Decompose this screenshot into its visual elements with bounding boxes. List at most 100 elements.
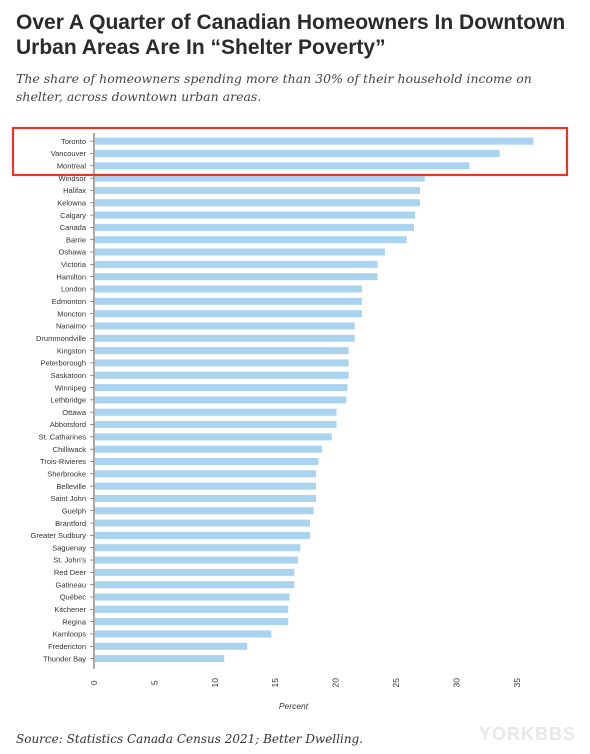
bar-chart: Toronto Vancouver Montreal Windsor Halifax Ke… xyxy=(11,126,569,711)
category-label: Greater Sudbury xyxy=(31,531,87,540)
bar xyxy=(95,655,225,663)
bar xyxy=(95,371,349,379)
category-label: Barrie xyxy=(66,235,86,244)
bar xyxy=(95,260,378,268)
bar xyxy=(95,605,289,613)
bar xyxy=(95,297,362,305)
category-label: Abbotsford xyxy=(50,420,86,429)
chart-title: Over A Quarter of Canadian Homeowners In… xyxy=(16,11,566,59)
category-label: Saguenay xyxy=(52,543,86,552)
category-label: Winnipeg xyxy=(55,383,86,392)
category-label: Vancouver xyxy=(51,149,87,158)
category-label: Brantford xyxy=(55,519,86,528)
bar xyxy=(95,334,355,342)
bar xyxy=(95,433,332,441)
bar xyxy=(95,482,317,490)
bar xyxy=(95,556,298,564)
category-label: Kingston xyxy=(57,346,86,355)
bar xyxy=(95,421,337,429)
bar xyxy=(95,310,362,318)
bar xyxy=(95,347,349,355)
x-tick-label: 0 xyxy=(89,680,99,685)
x-tick-label: 25 xyxy=(391,678,401,688)
category-label: Windsor xyxy=(58,174,86,183)
category-label: Red Deer xyxy=(54,568,87,577)
category-label: Belleville xyxy=(56,482,86,491)
category-label: Drummondville xyxy=(36,334,86,343)
bar xyxy=(95,507,314,515)
bar xyxy=(95,273,378,281)
watermark: YORKBBS xyxy=(478,724,576,744)
bar xyxy=(95,457,319,465)
category-label: Regina xyxy=(62,617,87,626)
category-label: Saint John xyxy=(51,494,86,503)
x-axis-title: Percent xyxy=(279,701,309,711)
bar xyxy=(95,519,311,527)
bar xyxy=(95,248,385,256)
bar xyxy=(95,162,470,170)
category-label: Kelowna xyxy=(57,198,87,207)
x-tick-label: 10 xyxy=(210,678,220,688)
bar xyxy=(95,642,248,650)
bar xyxy=(95,211,416,219)
category-label: Canada xyxy=(60,223,87,232)
category-label: Calgary xyxy=(60,211,86,220)
category-label: Peterborough xyxy=(41,359,86,368)
bar xyxy=(95,174,425,182)
bar xyxy=(95,223,414,231)
category-label: Oshawa xyxy=(58,248,86,257)
bar xyxy=(95,445,323,453)
bar xyxy=(95,618,289,626)
category-label: Hamilton xyxy=(56,272,86,281)
bar xyxy=(95,149,500,157)
bar xyxy=(95,396,347,404)
category-label: Toronto xyxy=(61,137,86,146)
bar xyxy=(95,322,355,330)
bar xyxy=(95,581,295,589)
bar xyxy=(95,593,290,601)
highlight-box xyxy=(11,126,569,177)
category-label: Thunder Bay xyxy=(43,654,86,663)
bar xyxy=(95,630,272,638)
source-note: Source: Statistics Canada Census 2021; B… xyxy=(16,732,364,746)
chart-subtitle: The share of homeowners spending more th… xyxy=(16,71,532,104)
category-label: Sherbrooke xyxy=(47,470,86,479)
category-label: Trois-Rivieres xyxy=(40,457,86,466)
category-label: St. John's xyxy=(53,556,86,565)
bar xyxy=(95,137,534,145)
bar xyxy=(95,199,420,207)
category-label: Saskatoon xyxy=(51,371,86,380)
category-label: St. Catharines xyxy=(38,433,86,442)
category-label: Chilliwack xyxy=(53,445,87,454)
category-label: Lethbridge xyxy=(51,396,86,405)
category-label: Ottawa xyxy=(62,408,87,417)
category-label: Moncton xyxy=(57,309,86,318)
bar xyxy=(95,544,301,552)
bar xyxy=(95,359,349,367)
category-label: London xyxy=(61,285,86,294)
bar xyxy=(95,531,311,539)
bar xyxy=(95,494,317,502)
category-label: Victoria xyxy=(61,260,87,269)
bar xyxy=(95,186,420,194)
category-label: Fredericton xyxy=(48,642,86,651)
category-label: Guelph xyxy=(62,506,86,515)
bar xyxy=(95,568,295,576)
x-tick-label: 35 xyxy=(512,678,522,688)
bar xyxy=(95,470,317,478)
bar xyxy=(95,408,337,416)
x-tick-label: 20 xyxy=(331,678,341,688)
category-label: Halifax xyxy=(63,186,86,195)
x-tick-label: 5 xyxy=(149,680,159,685)
category-label: Edmonton xyxy=(52,297,86,306)
bar xyxy=(95,384,348,392)
category-label: Kamloops xyxy=(53,630,87,639)
category-label: Nanaimo xyxy=(56,322,86,331)
category-label: Montreal xyxy=(57,162,87,171)
bar xyxy=(95,285,362,293)
category-label: Québec xyxy=(60,593,87,602)
x-tick-label: 15 xyxy=(270,678,280,688)
category-label: Gatineau xyxy=(56,580,86,589)
bar xyxy=(95,236,407,244)
x-tick-label: 30 xyxy=(451,678,461,688)
